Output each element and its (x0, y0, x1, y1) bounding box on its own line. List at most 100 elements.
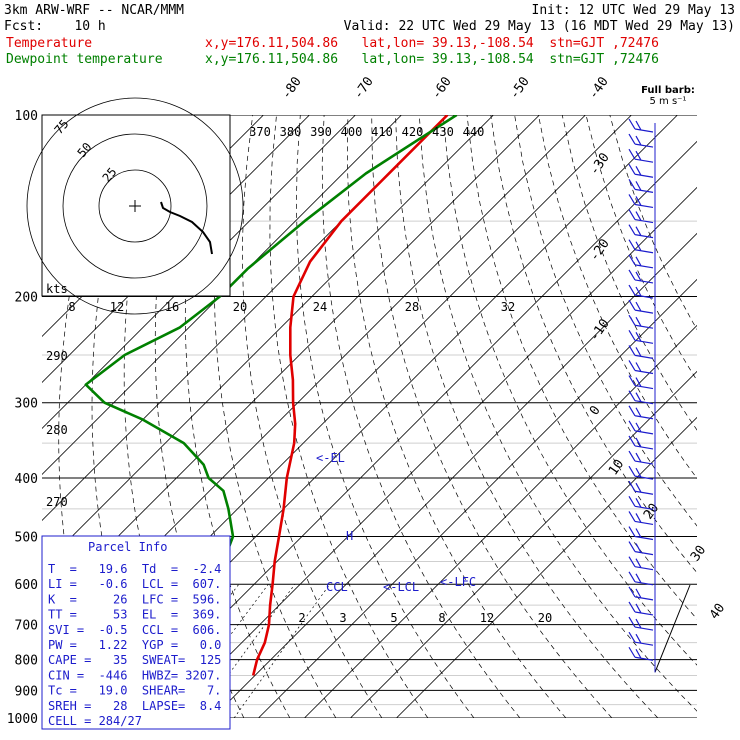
pressure-label: 1000 (7, 712, 38, 727)
wind-barb (628, 465, 654, 480)
moist-adiabat-label: 270 (46, 495, 68, 509)
parcel-info-row: K = 26 LFC = 596. (48, 592, 221, 606)
wind-barb (628, 646, 654, 661)
wind-barb (628, 450, 654, 465)
dry-adiabat (466, 115, 697, 620)
theta-label: 380 (280, 125, 302, 139)
dry-adiabat (609, 115, 697, 331)
wind-barb (628, 209, 654, 224)
parcel-info-row: CIN = -446 HWBZ= 3207. (48, 668, 221, 682)
wind-barb (628, 375, 654, 390)
isotherm-label: -60 (429, 74, 455, 102)
isotherm (258, 278, 697, 718)
hodograph-ring (26, 97, 244, 315)
isotherm (350, 370, 697, 718)
mixing-ratio-label: 12 (480, 611, 494, 625)
wind-barb (628, 616, 654, 631)
hodograph-ring (98, 169, 172, 243)
pressure-label: 600 (15, 578, 38, 593)
parcel-info-row: T = 19.6 Td = -2.4 (48, 562, 221, 576)
isotherm-label: 40 (707, 601, 728, 622)
dry-adiabat (321, 115, 521, 718)
wind-barb (628, 405, 654, 420)
wind-barb (628, 420, 654, 435)
dry-adiabat (214, 115, 337, 718)
moist-adiabat-label: 280 (46, 423, 68, 437)
isotherm-label: 30 (688, 543, 709, 564)
parcel-info-row: SREH = 28 LAPSE= 8.4 (48, 699, 221, 713)
speed-tick-label: 16 (165, 300, 179, 314)
isotherm (42, 115, 402, 476)
forecast-hour: Fcst: 10 h (4, 19, 106, 34)
mixing-ratio-label: 2 (298, 611, 305, 625)
isotherm-label: 0 (587, 403, 604, 418)
wind-barb (628, 556, 654, 571)
wind-barb (628, 511, 654, 526)
dry-adiabat (514, 115, 697, 527)
pressure-label: 700 (15, 619, 38, 634)
isotherm (166, 186, 697, 718)
wind-barb (628, 194, 654, 209)
wind-barb (628, 148, 654, 163)
wind-barb (628, 541, 654, 556)
barb-legend-title: Full barb: (641, 85, 695, 96)
dry-adiabat (296, 115, 475, 718)
init-time: Init: 12 UTC Wed 29 May 13 (532, 3, 736, 18)
theta-label: 400 (341, 125, 363, 139)
temperature-profile (251, 115, 449, 676)
parcel-info-box (41, 535, 231, 730)
wind-barb (628, 480, 654, 495)
speed-tick-label: 24 (313, 300, 327, 314)
parcel-info-row: CELL = 284/27 (48, 714, 142, 728)
wind-barbs (628, 118, 656, 673)
wind-barb (628, 133, 654, 148)
isotherm-label: 20 (641, 501, 662, 522)
theta-label: 410 (371, 125, 393, 139)
dry-adiabat (371, 115, 613, 718)
pressure-label: 100 (15, 109, 38, 124)
dry-adiabat (585, 115, 697, 382)
isotherm-label: -70 (351, 74, 377, 102)
mixing-ratio-line (233, 583, 331, 718)
parcel-info-row: CAPE = 35 SWEAT= 125 (48, 653, 221, 667)
pressure-label: 900 (15, 684, 38, 699)
isotherm-label: -40 (586, 74, 612, 102)
valid-time: Valid: 22 UTC Wed 29 May 13 (16 MDT Wed … (344, 19, 735, 34)
level-marker-lfc: <-LFC (440, 575, 476, 589)
dry-adiabat (269, 115, 429, 718)
dry-adiabat (490, 115, 697, 574)
speed-tick-label: 12 (110, 300, 124, 314)
dry-adiabat (395, 115, 659, 718)
speed-tick-label: 32 (501, 300, 515, 314)
speed-tick-label: 20 (233, 300, 247, 314)
wind-barb (628, 329, 654, 344)
pressure-label: 500 (15, 530, 38, 545)
pressure-label: 300 (15, 397, 38, 412)
dry-adiabat (442, 115, 697, 666)
wind-barb (628, 224, 654, 239)
barb-legend-unit: 5 m s⁻¹ (650, 96, 687, 107)
parcel-info-row: Tc = 19.0 SHEAR= 7. (48, 684, 221, 698)
theta-label: 390 (310, 125, 332, 139)
wind-barb (628, 390, 654, 405)
theta-label: 440 (463, 125, 485, 139)
pressure-label: 400 (15, 472, 38, 487)
hodograph-trace (160, 201, 213, 255)
dry-adiabat (346, 115, 567, 718)
mixing-ratio-label: 20 (538, 611, 552, 625)
mixing-ratio-label: 8 (438, 611, 445, 625)
model-title: 3km ARW-WRF -- NCAR/MMM (4, 3, 184, 18)
moist-adiabat-label: 290 (46, 349, 68, 363)
pressure-label: 200 (15, 291, 38, 306)
wind-barb (628, 179, 654, 193)
pressure-label: 800 (15, 654, 38, 669)
isotherm-label: 10 (606, 457, 627, 478)
isotherm (396, 416, 697, 718)
wind-barb (628, 496, 654, 510)
wind-barb (628, 435, 654, 450)
isotherm (304, 324, 697, 718)
isotherm (212, 232, 697, 718)
hodograph-kts-label: kts (46, 282, 68, 296)
dry-adiabat (184, 115, 291, 718)
